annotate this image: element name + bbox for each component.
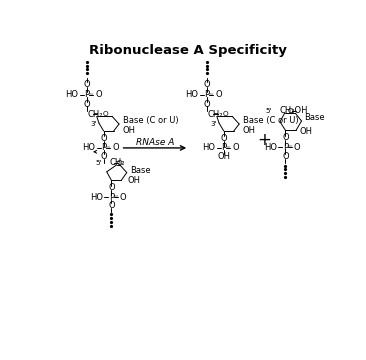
Text: O: O xyxy=(282,152,289,161)
Text: HO: HO xyxy=(65,90,78,99)
Text: O: O xyxy=(294,143,300,152)
Text: RNAse A: RNAse A xyxy=(136,138,174,147)
Text: O: O xyxy=(116,159,122,166)
Text: P: P xyxy=(283,143,288,152)
Text: O: O xyxy=(220,134,227,143)
Text: HO: HO xyxy=(264,143,277,152)
Text: P: P xyxy=(84,90,89,99)
Text: O: O xyxy=(95,90,102,99)
Text: O: O xyxy=(100,152,107,161)
Text: P: P xyxy=(221,143,226,152)
Text: OH: OH xyxy=(217,152,230,161)
Text: O: O xyxy=(108,201,115,210)
Text: 3': 3' xyxy=(90,121,97,127)
Text: 3': 3' xyxy=(210,121,217,127)
Text: CH₂: CH₂ xyxy=(208,109,223,118)
Text: HO: HO xyxy=(185,90,198,99)
Text: O: O xyxy=(215,90,222,99)
Text: O: O xyxy=(120,193,126,202)
Text: O: O xyxy=(83,80,90,89)
Text: O: O xyxy=(232,143,239,152)
Text: P: P xyxy=(109,193,114,202)
Text: O: O xyxy=(102,111,108,117)
Text: O: O xyxy=(100,134,107,143)
Text: 5': 5' xyxy=(265,108,272,114)
Text: O: O xyxy=(282,134,289,143)
Text: OH: OH xyxy=(242,126,255,135)
Text: OH: OH xyxy=(127,176,141,185)
Text: O: O xyxy=(108,184,115,193)
Text: HO: HO xyxy=(202,143,215,152)
Text: O: O xyxy=(203,80,210,89)
Text: OH: OH xyxy=(122,126,135,135)
Text: Base: Base xyxy=(131,166,151,175)
Text: +: + xyxy=(258,131,272,149)
Text: Base: Base xyxy=(304,113,325,122)
Text: Ribonuclease A Specificity: Ribonuclease A Specificity xyxy=(89,44,287,57)
Text: P: P xyxy=(101,143,106,152)
Text: O: O xyxy=(223,111,228,117)
Text: Base (C or U): Base (C or U) xyxy=(123,117,179,126)
Text: P: P xyxy=(204,90,209,99)
Text: O: O xyxy=(203,99,210,108)
Text: O: O xyxy=(288,108,294,114)
Text: CH₂: CH₂ xyxy=(110,158,125,167)
Text: OH: OH xyxy=(300,127,313,136)
Text: O: O xyxy=(112,143,119,152)
Text: CH₂: CH₂ xyxy=(87,109,103,118)
Text: HO: HO xyxy=(90,193,103,202)
Text: O: O xyxy=(83,99,90,108)
Text: Base (C or U): Base (C or U) xyxy=(243,117,299,126)
Text: 5': 5' xyxy=(96,159,102,166)
Text: HO: HO xyxy=(82,143,95,152)
Text: CH₂OH: CH₂OH xyxy=(280,107,309,116)
